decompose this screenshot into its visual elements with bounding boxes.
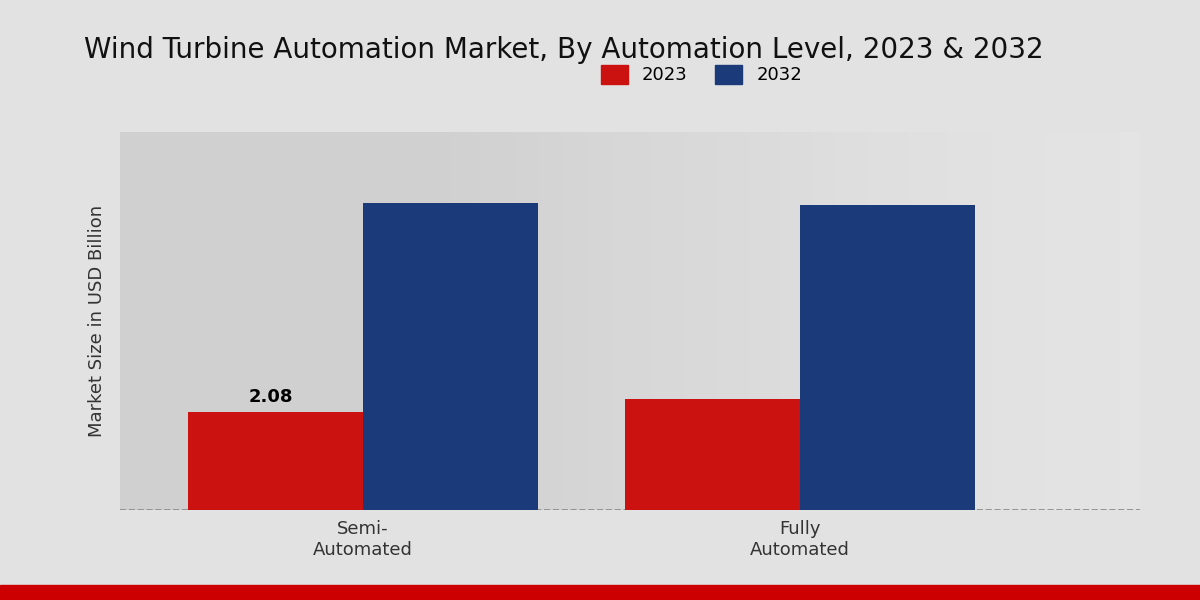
Text: 2.08: 2.08 — [248, 388, 293, 406]
Y-axis label: Market Size in USD Billion: Market Size in USD Billion — [88, 205, 106, 437]
Text: Wind Turbine Automation Market, By Automation Level, 2023 & 2032: Wind Turbine Automation Market, By Autom… — [84, 36, 1044, 64]
Legend: 2023, 2032: 2023, 2032 — [593, 58, 810, 92]
Bar — [362, 203, 538, 510]
Bar — [800, 205, 974, 510]
Bar — [625, 399, 800, 510]
Bar — [188, 412, 362, 510]
